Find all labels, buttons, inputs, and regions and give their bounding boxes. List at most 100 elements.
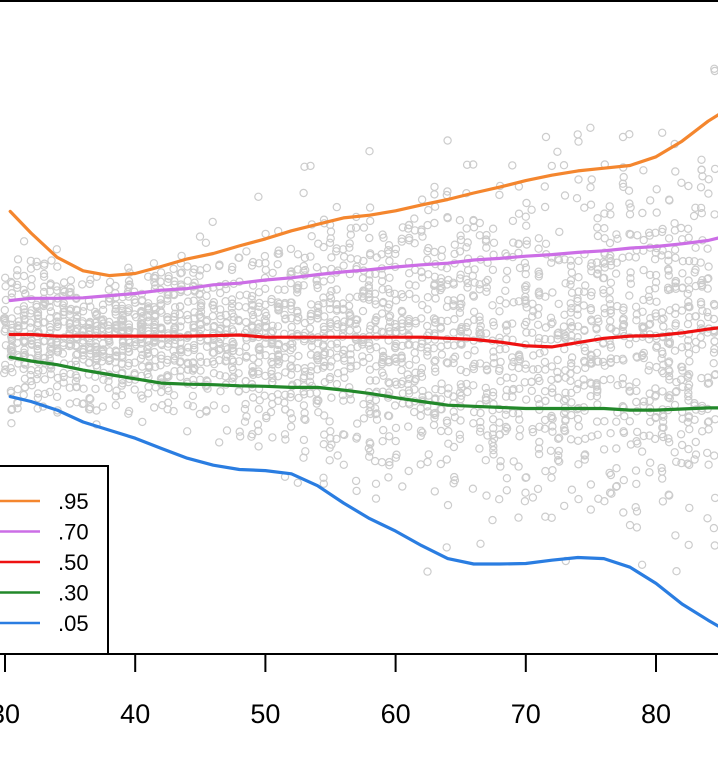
- scatter-point: [625, 417, 635, 426]
- scatter-point: [553, 147, 562, 156]
- scatter-point: [548, 384, 557, 393]
- scatter-point: [130, 358, 139, 367]
- scatter-point: [423, 305, 432, 314]
- scatter-point: [267, 297, 276, 307]
- scatter-point: [45, 322, 55, 332]
- scatter-point: [560, 191, 570, 200]
- scatter-point: [533, 484, 543, 494]
- scatter-point: [209, 301, 218, 310]
- scatter-point: [554, 446, 564, 456]
- scatter-point: [696, 300, 706, 309]
- scatter-point: [423, 293, 433, 302]
- scatter-point: [301, 415, 310, 425]
- scatter-point: [299, 453, 308, 462]
- scatter-point: [541, 512, 550, 521]
- scatter-point: [156, 277, 165, 286]
- scatter-point: [606, 357, 616, 367]
- scatter-point: [533, 320, 543, 329]
- scatter-point: [580, 325, 589, 335]
- scatter-point: [644, 228, 654, 237]
- scatter-point: [248, 257, 258, 267]
- scatter-point: [442, 302, 452, 312]
- scatter-point: [586, 291, 596, 300]
- scatter-point: [280, 430, 290, 439]
- scatter-point: [378, 230, 387, 239]
- scatter-point: [455, 247, 465, 256]
- scatter-point: [522, 395, 531, 404]
- scatter-point: [677, 178, 686, 187]
- scatter-point: [1, 318, 11, 327]
- scatter-point: [664, 266, 673, 275]
- scatter-point: [690, 257, 699, 266]
- scatter-point: [515, 432, 524, 441]
- scatter-point: [111, 392, 121, 401]
- scatter-point: [690, 455, 699, 464]
- scatter-point: [664, 234, 674, 243]
- scatter-point: [462, 243, 471, 252]
- scatter-point: [580, 450, 590, 459]
- scatter-point: [541, 396, 550, 406]
- scatter-point: [672, 457, 681, 466]
- scatter-point: [671, 277, 681, 286]
- scatter-point: [338, 299, 348, 308]
- scatter-point: [293, 478, 302, 487]
- scatter-point: [411, 319, 420, 328]
- scatter-point: [306, 252, 315, 261]
- scatter-point: [286, 361, 296, 370]
- scatter-point: [710, 301, 718, 310]
- scatter-point: [481, 456, 490, 465]
- scatter-point: [319, 293, 328, 302]
- scatter-point: [637, 560, 647, 570]
- scatter-point: [333, 369, 343, 378]
- scatter-point: [613, 234, 622, 243]
- scatter-point: [346, 344, 356, 353]
- scatter-point: [637, 447, 647, 456]
- scatter-point: [710, 164, 718, 174]
- scatter-point: [501, 410, 510, 419]
- scatter-point: [79, 302, 89, 311]
- scatter-point: [379, 425, 388, 435]
- scatter-point: [352, 434, 361, 443]
- scatter-point: [586, 182, 595, 192]
- scatter-point: [85, 318, 95, 327]
- series-line-q30: [8, 355, 718, 412]
- scatter-point: [410, 214, 419, 223]
- scatter-point: [657, 227, 667, 237]
- scatter-point: [71, 305, 81, 314]
- scatter-point: [663, 283, 673, 292]
- scatter-point: [306, 309, 316, 319]
- scatter-point: [313, 303, 322, 312]
- scatter-point: [587, 175, 596, 184]
- scatter-point: [481, 235, 491, 244]
- scatter-point: [227, 265, 237, 275]
- scatter-point: [286, 389, 295, 399]
- scatter-point: [625, 129, 634, 139]
- scatter-point: [339, 304, 348, 314]
- scatter-point: [631, 466, 641, 475]
- scatter-point: [436, 459, 445, 469]
- scatter-point: [431, 367, 440, 376]
- scatter-point: [417, 227, 426, 236]
- scatter-point: [541, 239, 551, 248]
- scatter-point: [677, 458, 686, 468]
- scatter-point: [169, 406, 178, 416]
- scatter-point: [384, 303, 393, 312]
- scatter-point: [385, 457, 394, 467]
- scatter-point: [0, 327, 9, 336]
- scatter-point: [32, 302, 42, 312]
- scatter-point: [300, 162, 309, 171]
- scatter-point: [86, 394, 95, 404]
- scatter-point: [405, 269, 414, 278]
- scatter-point: [32, 257, 41, 266]
- scatter-point: [242, 412, 251, 421]
- scatter-point: [346, 224, 355, 233]
- scatter-point: [613, 301, 622, 311]
- scatter-point: [443, 136, 452, 145]
- scatter-point: [410, 226, 420, 235]
- scatter-point: [495, 418, 504, 427]
- scatter-point: [670, 309, 680, 319]
- scatter-point: [450, 472, 459, 482]
- scatter-point: [364, 284, 374, 293]
- scatter-point: [163, 405, 172, 414]
- scatter-point: [672, 567, 681, 576]
